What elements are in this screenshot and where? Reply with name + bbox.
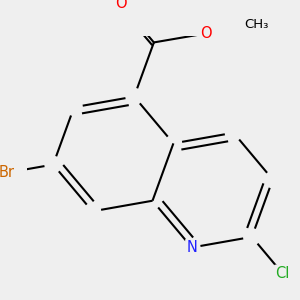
Text: N: N [186,240,197,255]
Text: O: O [115,0,127,11]
Text: CH₃: CH₃ [244,18,268,32]
Text: Br: Br [0,165,14,180]
Text: Cl: Cl [275,266,290,281]
Text: O: O [200,26,212,41]
